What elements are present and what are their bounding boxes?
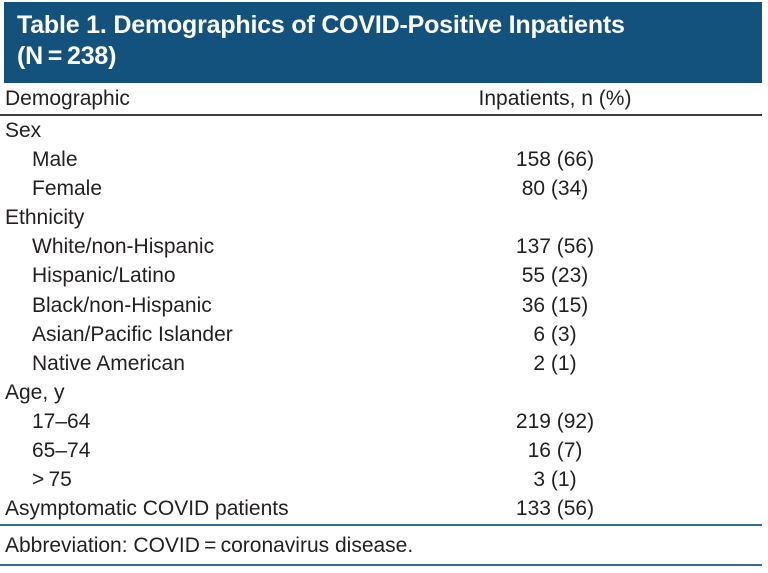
row-label: 65–74 — [32, 439, 91, 463]
row-value: 158 (66) — [515, 148, 595, 172]
row-value: 16 (7) — [527, 439, 583, 463]
table-row: Asymptomatic COVID patients 133 (56) — [0, 494, 762, 523]
table-title-line2: (N = 238) — [17, 42, 117, 70]
table-row: Ethnicity — [0, 203, 762, 232]
table-row: Hispanic/Latino 55 (23) — [0, 261, 762, 290]
row-value: 137 (56) — [515, 235, 595, 259]
row-value: 219 (92) — [515, 409, 595, 433]
row-value: 6 (3) — [533, 322, 577, 346]
row-label: 17–64 — [32, 409, 91, 433]
table-row: Asian/Pacific Islander 6 (3) — [0, 320, 762, 349]
table-row: Age, y — [0, 378, 762, 407]
row-value: 133 (56) — [515, 497, 595, 521]
table-row: Male 158 (66) — [0, 145, 762, 174]
table-body: Sex Male 158 (66) Female 80 (34) Ethnicity Whi… — [0, 116, 762, 523]
row-value: 3 (1) — [533, 468, 577, 492]
column-header-demographic: Demographic — [5, 87, 130, 110]
row-value: 55 (23) — [521, 264, 589, 288]
table-row: Native American 2 (1) — [0, 349, 762, 378]
row-label: Sex — [5, 119, 42, 142]
row-label: Ethnicity — [5, 206, 85, 230]
table-row: > 75 3 (1) — [0, 465, 762, 494]
column-header-inpatients: Inpatients, n (%) — [478, 87, 632, 110]
row-label: Black/non-Hispanic — [32, 293, 212, 317]
table-row: 17–64 219 (92) — [0, 407, 762, 436]
row-label: Asymptomatic COVID patients — [5, 497, 289, 521]
table-title-line1: Table 1. Demographics of COVID-Positive … — [17, 11, 625, 39]
row-value: 36 (15) — [521, 293, 589, 317]
row-label: > 75 — [32, 468, 72, 492]
row-label: Male — [32, 148, 78, 172]
table-row: White/non-Hispanic 137 (56) — [0, 232, 762, 261]
row-label: Asian/Pacific Islander — [32, 322, 233, 346]
table-row: Black/non-Hispanic 36 (15) — [0, 291, 762, 320]
table-title-banner: Table 1. Demographics of COVID-Positive … — [4, 2, 762, 83]
footnote-text: Abbreviation: COVID = coronavirus diseas… — [5, 534, 414, 557]
row-label: White/non-Hispanic — [32, 235, 215, 259]
table-row: 65–74 16 (7) — [0, 436, 762, 465]
row-label: Age, y — [5, 380, 65, 404]
column-header-row: Demographic Inpatients, n (%) — [0, 83, 762, 116]
row-label: Native American — [32, 351, 185, 375]
footnote: Abbreviation: COVID = coronavirus diseas… — [0, 524, 762, 566]
table-row: Female 80 (34) — [0, 174, 762, 203]
row-label: Female — [32, 177, 103, 201]
row-label: Hispanic/Latino — [32, 264, 176, 288]
row-value: 2 (1) — [533, 351, 577, 375]
row-value: 80 (34) — [521, 177, 589, 201]
table-row: Sex — [0, 116, 762, 145]
